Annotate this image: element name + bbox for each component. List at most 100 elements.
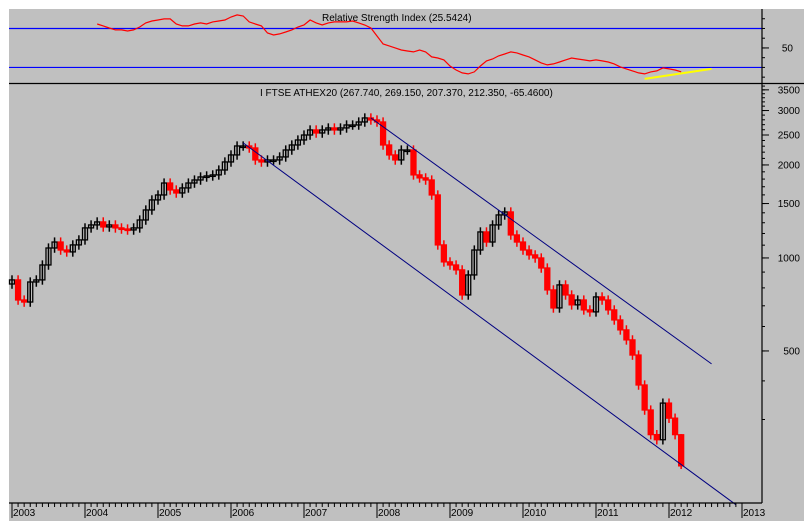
candle-body (57, 241, 64, 251)
candle-body (611, 309, 618, 321)
candle (671, 413, 679, 440)
axes: 500 1000 1500 2000 2500 3000 3500 50 2003 2004 200… (9, 9, 800, 519)
rsi-title: Relative Strength Index (25.5424) (322, 13, 472, 24)
candle (51, 237, 58, 253)
chart-background (9, 9, 804, 521)
candle-body (513, 234, 521, 243)
candle-body (8, 279, 16, 285)
candle-body (179, 187, 186, 194)
candle (361, 113, 368, 127)
candle (471, 245, 478, 280)
candle (325, 123, 332, 135)
candle-body (197, 176, 204, 181)
y-tick-label: 2000 (778, 160, 801, 171)
candle-body (434, 194, 441, 246)
candle (538, 253, 545, 273)
candle (124, 224, 131, 235)
candle-body (617, 319, 624, 331)
candle (659, 398, 667, 445)
candle-body (94, 221, 101, 226)
candle-body (276, 156, 283, 161)
candle (446, 257, 454, 270)
candle (185, 178, 192, 193)
candle (27, 277, 34, 307)
candle-body (233, 145, 241, 156)
candle (179, 183, 186, 198)
rsi-line (97, 14, 682, 75)
x-tick-label: 2009 (451, 508, 474, 519)
candle-body (465, 274, 472, 296)
candle (495, 210, 502, 230)
candle (434, 190, 441, 250)
candle-body (659, 402, 667, 441)
candle-body (525, 249, 533, 256)
candle-body (647, 409, 654, 436)
candle-body (361, 117, 368, 123)
candle-body (209, 174, 216, 178)
y-tick-label: 500 (783, 346, 800, 357)
rsi-trendline (644, 67, 712, 80)
candle (209, 170, 216, 181)
candle-body (81, 227, 89, 241)
candle (598, 292, 606, 305)
candle-body (471, 249, 478, 276)
candle-body (556, 284, 563, 309)
candle (87, 220, 95, 233)
candle (574, 295, 581, 310)
candle (57, 237, 64, 255)
candle (416, 170, 423, 183)
candle-body (605, 299, 612, 311)
candle (410, 145, 417, 180)
x-tick-label: 2006 (232, 508, 255, 519)
candle (525, 245, 533, 260)
candle (14, 275, 22, 305)
candle-body (106, 224, 113, 228)
candle (392, 150, 399, 165)
candle-body (629, 339, 636, 356)
candle (282, 145, 289, 162)
candle (635, 350, 642, 390)
candle (355, 117, 362, 130)
candle (337, 123, 344, 135)
candle (349, 120, 356, 130)
candle (270, 155, 277, 165)
candle-body (130, 227, 137, 231)
candle (568, 290, 575, 310)
candle-body (568, 294, 575, 306)
candle-body (544, 267, 551, 291)
candle-body (69, 244, 76, 253)
candle-body (227, 154, 235, 163)
candle-body (124, 228, 131, 232)
price-panel (8, 113, 737, 506)
candle-body (45, 247, 52, 266)
candle-body (173, 189, 180, 194)
candle (641, 380, 648, 415)
candle-body (343, 124, 350, 129)
candle (544, 263, 551, 295)
candle-body (416, 174, 423, 179)
candle-body (258, 159, 265, 163)
candle-body (404, 149, 411, 153)
candle (106, 220, 113, 232)
candle-body (398, 149, 405, 161)
price-title: I FTSE ATHEX20 (267.740, 269.150, 207.37… (260, 88, 553, 99)
candle-body (532, 254, 539, 259)
candle (306, 125, 314, 140)
candle-body (154, 194, 162, 201)
candle (507, 207, 514, 240)
candle-body (319, 129, 326, 134)
candle (556, 280, 563, 313)
candle-body (446, 261, 454, 266)
candle-body (33, 279, 40, 283)
candle (100, 217, 107, 232)
candle-body (294, 139, 302, 146)
candle (233, 141, 241, 160)
candle-body (185, 182, 192, 189)
channel-line (370, 117, 712, 365)
candle-body (386, 144, 393, 156)
candle (404, 145, 411, 155)
x-tick-label: 2004 (86, 508, 109, 519)
y-tick-label: 3500 (778, 85, 801, 96)
candle (294, 135, 302, 150)
rsi-panel (9, 14, 762, 80)
